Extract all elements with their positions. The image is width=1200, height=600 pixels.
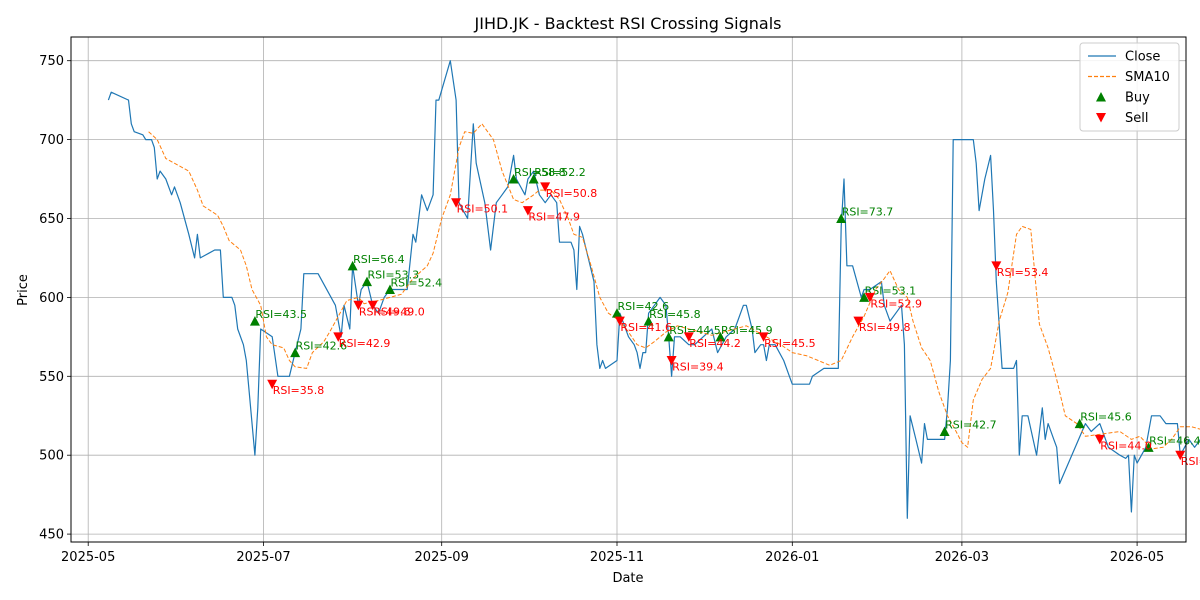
buy-signal-marker xyxy=(612,308,623,318)
sell-signal-marker xyxy=(1094,434,1105,445)
buy-signal-marker xyxy=(1143,442,1154,452)
buy-signal-marker xyxy=(528,174,539,184)
buy-signal-marker xyxy=(1074,418,1085,429)
sell-rsi-label: RSI=50.1 xyxy=(457,203,509,216)
x-axis: 2025-05 2025-07 2025-09 2025-11 2026-01 2026-… xyxy=(61,542,1164,565)
sell-rsi-label: RSI=43.2 xyxy=(1181,455,1200,468)
x-axis-title: Date xyxy=(612,571,643,586)
buy-rsi-label: RSI=42.6 xyxy=(618,300,670,313)
buy-rsi-label: RSI=44.5 xyxy=(669,324,721,337)
sell-rsi-label: RSI=52.9 xyxy=(870,297,922,310)
buy-rsi-label: RSI=45.8 xyxy=(649,308,701,321)
x-tick-label: 2026-01 xyxy=(765,550,819,565)
sell-signal-marker xyxy=(758,332,769,342)
sell-rsi-label: RSI=49.8 xyxy=(859,321,911,334)
buy-signal-marker xyxy=(836,213,847,223)
y-axis: 450 500 550 600 650 700 750 xyxy=(39,54,71,543)
buy-signal-marker xyxy=(643,316,654,326)
legend-close-label: Close xyxy=(1125,50,1160,65)
x-tick-label: 2025-11 xyxy=(590,550,644,565)
plot-background xyxy=(71,37,1186,542)
y-tick-label: 500 xyxy=(39,449,64,464)
x-tick-label: 2026-05 xyxy=(1110,550,1164,565)
y-tick-label: 650 xyxy=(39,212,64,227)
plot-frame xyxy=(70,36,1187,543)
sell-rsi-label: RSI=44.0 xyxy=(1100,439,1152,452)
sell-rsi-label: RSI=50.8 xyxy=(546,187,598,200)
sell-signal-marker xyxy=(451,198,462,208)
y-tick-label: 750 xyxy=(39,54,64,69)
legend-sell-label: Sell xyxy=(1125,111,1148,126)
sell-rsi-label: RSI=49.6 xyxy=(359,305,411,318)
buy-rsi-label: RSI=42.7 xyxy=(945,419,997,432)
buy-signal-marker xyxy=(715,331,726,342)
sell-signal-marker xyxy=(683,332,694,342)
close-series-line xyxy=(107,60,1200,519)
buy-rsi-label: RSI=52.4 xyxy=(391,277,443,290)
legend-sell-swatch xyxy=(1096,113,1106,123)
sell-signal-marker xyxy=(853,316,864,327)
sell-signal-marker xyxy=(367,300,378,311)
buy-rsi-label: RSI=45.6 xyxy=(1080,411,1132,424)
buy-rsi-label: RSI=43.5 xyxy=(255,308,307,321)
sell-signal-marker xyxy=(353,300,364,311)
legend-sma10-label: SMA10 xyxy=(1125,70,1170,85)
buy-rsi-label: RSI=53.3 xyxy=(368,269,420,282)
buy-signal-marker xyxy=(663,331,674,342)
sell-signal-marker xyxy=(666,356,677,366)
y-tick-label: 600 xyxy=(39,291,64,306)
sell-rsi-label: RSI=42.9 xyxy=(339,337,391,350)
buy-rsi-label: RSI=52.2 xyxy=(534,166,586,179)
sell-rsi-label: RSI=49.0 xyxy=(373,305,425,318)
legend: Close SMA10 Buy Sell xyxy=(1079,42,1180,132)
legend-box xyxy=(1079,42,1180,132)
sell-signal-marker xyxy=(540,182,551,192)
legend-buy-label: Buy xyxy=(1125,91,1150,106)
buy-signal-marker xyxy=(508,174,519,184)
grid-layer xyxy=(71,37,1186,542)
legend-buy-swatch xyxy=(1096,92,1106,102)
y-axis-title: Price xyxy=(16,274,31,306)
buy-signal-marker xyxy=(361,276,372,287)
y-tick-label: 550 xyxy=(39,370,64,385)
y-tick-label: 450 xyxy=(39,528,64,543)
sell-signal-marker xyxy=(864,292,875,303)
x-tick-label: 2026-03 xyxy=(935,550,989,565)
sell-rsi-label: RSI=41.6 xyxy=(620,321,672,334)
buy-rsi-label: RSI=46.4 xyxy=(1149,434,1200,447)
buy-signal-marker xyxy=(249,316,260,326)
sell-signal-marker xyxy=(522,206,533,216)
sell-rsi-label: RSI=45.5 xyxy=(764,337,816,350)
y-tick-label: 700 xyxy=(39,133,64,148)
sell-signal-marker xyxy=(333,332,344,342)
buy-rsi-label: RSI=73.7 xyxy=(842,206,894,219)
sell-rsi-label: RSI=39.4 xyxy=(672,361,724,374)
x-tick-label: 2025-09 xyxy=(415,550,469,565)
sell-rsi-label: RSI=53.4 xyxy=(997,266,1049,279)
sell-signal-marker xyxy=(991,261,1002,271)
buy-rsi-label: RSI=56.4 xyxy=(353,253,405,266)
sma10-series-line xyxy=(148,123,1200,450)
buy-rsi-label: RSI=42.6 xyxy=(296,340,348,353)
buy-rsi-label: RSI=58.8 xyxy=(514,166,566,179)
sell-rsi-label: RSI=47.9 xyxy=(528,211,580,224)
sell-rsi-label: RSI=44.2 xyxy=(689,337,741,350)
chart-title: JIHD.JK - Backtest RSI Crossing Signals xyxy=(474,14,782,33)
buy-signal-marker xyxy=(384,284,395,294)
sell-rsi-label: RSI=35.8 xyxy=(273,384,325,397)
buy-signal-marker xyxy=(347,260,358,271)
sell-signal-marker xyxy=(1175,450,1186,461)
buy-rsi-label: RSI=53.1 xyxy=(865,284,917,297)
series-layer xyxy=(107,60,1200,519)
sell-signal-marker xyxy=(267,379,278,390)
x-tick-label: 2025-05 xyxy=(61,550,115,565)
x-tick-label: 2025-07 xyxy=(236,550,290,565)
sell-signal-marker xyxy=(614,316,625,327)
buy-signal-marker xyxy=(290,347,301,358)
buy-signal-marker xyxy=(939,426,950,437)
plot-area: RSI=43.5 RSI=42.6 RSI=56.4 RSI=53.3RSI=52.4… xyxy=(70,36,1200,543)
buy-signal-marker xyxy=(859,292,870,302)
